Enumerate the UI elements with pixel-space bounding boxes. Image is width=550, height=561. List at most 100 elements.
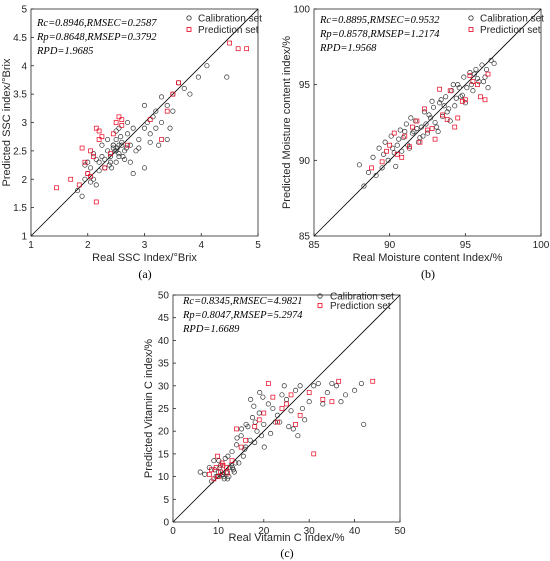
prediction-point-a-17 xyxy=(170,91,176,97)
prediction-point-a-5 xyxy=(88,148,93,154)
calibration-point-b-57 xyxy=(468,82,474,88)
calibration-point-a-66 xyxy=(99,142,105,148)
calibration-point-c-26 xyxy=(261,421,267,427)
y-tick-label-a-7: 4.5 xyxy=(13,33,27,44)
prediction-point-c-21 xyxy=(293,422,298,427)
y-tick-label-a-3: 2.5 xyxy=(13,146,27,157)
prediction-point-a-25 xyxy=(119,117,125,123)
x-axis-label-b: Real Moisture content Index/% xyxy=(353,252,503,264)
calibration-point-b-64 xyxy=(423,121,429,127)
prediction-point-b-22 xyxy=(406,144,412,150)
x-axis-label-c: Real Vitamin C Index/% xyxy=(229,532,345,544)
calibration-point-c-71 xyxy=(302,417,308,423)
prediction-point-b-14 xyxy=(478,94,483,100)
calibration-point-b-2 xyxy=(365,169,372,175)
prediction-point-a-22 xyxy=(99,134,105,140)
calibration-point-b-60 xyxy=(381,151,387,157)
prediction-point-b-20 xyxy=(459,98,465,104)
calibration-point-a-7 xyxy=(96,159,102,165)
calibration-point-a-74 xyxy=(141,165,148,171)
calibration-point-a-60 xyxy=(127,159,133,165)
x-axis-label-a: Real SSC Index/°Brix xyxy=(92,252,197,264)
calibration-point-c-51 xyxy=(230,467,236,473)
x-tick-label-c-3: 30 xyxy=(304,526,316,537)
prediction-point-a-13 xyxy=(119,122,125,128)
calibration-point-c-54 xyxy=(225,453,231,459)
calibration-point-b-39 xyxy=(479,62,485,68)
calibration-point-b-51 xyxy=(432,119,438,126)
calibration-point-b-22 xyxy=(427,115,434,121)
calibration-point-c-25 xyxy=(258,433,265,439)
prediction-point-a-20 xyxy=(235,46,241,52)
calibration-point-b-47 xyxy=(408,115,414,121)
calibration-point-a-5 xyxy=(90,176,96,182)
calibration-point-c-33 xyxy=(293,387,299,393)
legend-marker-calibration-a xyxy=(186,15,192,21)
calibration-point-b-58 xyxy=(474,76,480,82)
calibration-point-b-66 xyxy=(447,118,453,124)
calibration-point-b-14 xyxy=(403,121,409,127)
calibration-point-a-57 xyxy=(170,108,176,114)
y-tick-label-b-3: 100 xyxy=(293,5,310,16)
calibration-point-c-13 xyxy=(231,469,237,475)
y-axis-label-a: Predicted SSC index/°Brix xyxy=(1,58,13,186)
y-axis-label-b: Predicted Moisture content index/% xyxy=(281,36,293,209)
legend-b: Calibration set Prediction set xyxy=(468,14,544,36)
calibration-point-a-56 xyxy=(158,94,165,100)
prediction-point-b-10 xyxy=(447,88,453,94)
calibration-point-c-78 xyxy=(251,403,257,409)
calibration-point-c-40 xyxy=(352,387,358,393)
calibration-point-b-12 xyxy=(397,127,403,133)
prediction-point-a-14 xyxy=(125,142,130,148)
calibration-point-b-43 xyxy=(491,60,497,67)
calibration-point-b-67 xyxy=(459,92,465,98)
calibration-point-c-58 xyxy=(243,421,249,427)
calibration-point-a-46 xyxy=(118,134,124,140)
calibration-point-c-32 xyxy=(288,408,294,414)
legend-label-calibration-b: Calibration set xyxy=(480,14,544,25)
calibration-point-a-22 xyxy=(141,125,148,131)
calibration-point-a-25 xyxy=(150,114,156,120)
ticks-a: 1 2 3 4 5 1 1.5 2 2.5 3 3.5 4 4.5 5 xyxy=(13,5,261,252)
prediction-point-c-4 xyxy=(216,474,221,479)
calibration-point-a-49 xyxy=(90,151,96,157)
y-tick-label-c-3: 15 xyxy=(158,449,170,460)
prediction-point-a-0 xyxy=(54,185,59,191)
prediction-point-c-12 xyxy=(252,424,258,430)
calibration-point-c-21 xyxy=(249,415,256,421)
legend-label-calibration-a: Calibration set xyxy=(198,14,262,25)
y-tick-label-c-6: 30 xyxy=(158,381,170,392)
calibration-point-b-35 xyxy=(467,70,473,76)
calibration-point-a-72 xyxy=(156,142,162,148)
prediction-point-a-7 xyxy=(93,125,99,131)
calibration-point-a-32 xyxy=(187,91,193,97)
prediction-point-a-3 xyxy=(82,159,88,165)
calibration-point-c-17 xyxy=(240,453,246,459)
calibration-point-a-8 xyxy=(99,154,105,160)
calibration-point-c-39 xyxy=(342,392,349,398)
y-tick-label-a-0: 1 xyxy=(21,232,27,243)
calibration-point-b-4 xyxy=(373,172,379,179)
reference-line-c xyxy=(172,294,401,523)
x-tick-label-a-4: 5 xyxy=(255,240,261,251)
calibration-point-b-41 xyxy=(485,85,491,91)
calibration-point-b-27 xyxy=(443,94,449,100)
calibration-point-a-26 xyxy=(153,108,159,114)
panel-label-b: (b) xyxy=(421,267,435,281)
prediction-point-c-19 xyxy=(284,401,289,407)
calibration-point-c-66 xyxy=(299,405,305,412)
calibration-point-a-59 xyxy=(110,142,116,148)
calibration-point-b-59 xyxy=(480,79,487,85)
calibration-point-b-37 xyxy=(473,66,479,73)
prediction-point-c-9 xyxy=(234,426,239,432)
calibration-point-c-36 xyxy=(315,380,321,387)
calibration-point-c-30 xyxy=(279,392,285,398)
prediction-point-c-26 xyxy=(329,399,335,405)
calibration-point-a-51 xyxy=(102,156,108,162)
calibration-point-b-23 xyxy=(431,104,437,110)
stat-line-b-1: Rc=0.8895,RMSEC=0.9532 xyxy=(319,15,440,26)
calibration-point-a-19 xyxy=(127,142,133,148)
calibration-point-c-28 xyxy=(270,405,276,412)
calibration-point-a-31 xyxy=(181,85,187,92)
